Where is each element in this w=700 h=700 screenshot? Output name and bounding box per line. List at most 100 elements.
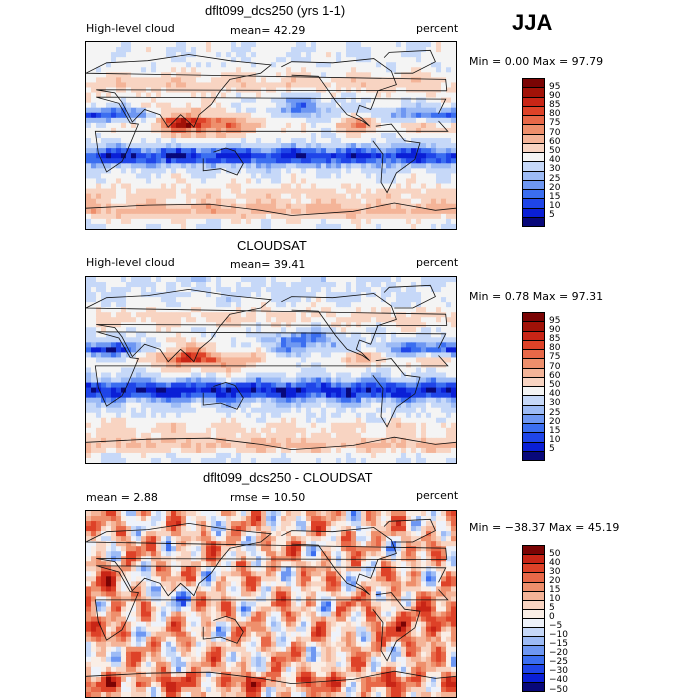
map-cell <box>406 357 412 364</box>
map-cell <box>216 292 222 298</box>
map-cell <box>146 97 152 104</box>
map-cell <box>411 307 417 313</box>
map-cell <box>441 203 447 210</box>
map-cell <box>336 327 342 333</box>
map-cell <box>221 132 227 139</box>
map-cell <box>176 57 182 63</box>
map-cell <box>141 92 147 99</box>
map-cell <box>106 302 112 308</box>
map-cell <box>361 347 367 354</box>
map-cell <box>186 112 192 119</box>
map-cell <box>441 397 447 404</box>
map-cell <box>351 302 357 308</box>
map-cell <box>376 158 382 164</box>
map-cell <box>246 158 252 164</box>
map-cell <box>351 352 357 359</box>
map-cell <box>411 107 417 114</box>
map-cell <box>191 173 197 180</box>
map-cell <box>221 143 227 149</box>
map-cell <box>356 178 362 185</box>
map-cell <box>366 82 372 89</box>
map-cell <box>301 282 307 288</box>
map-cell <box>86 52 92 58</box>
map-cell <box>121 52 127 58</box>
map-cell <box>286 362 292 369</box>
map-cell <box>451 62 456 68</box>
map-cell <box>366 92 372 99</box>
map-cell <box>141 143 147 149</box>
map-cell <box>236 362 242 369</box>
map-cell <box>211 188 217 195</box>
map-cell <box>401 417 407 424</box>
map-cell <box>401 168 407 174</box>
map-cell <box>236 117 242 124</box>
map-cell <box>186 312 192 318</box>
map-cell <box>446 82 452 89</box>
map-cell <box>226 193 232 200</box>
map-cell <box>86 97 92 104</box>
map-cell <box>276 203 282 210</box>
map-cell <box>261 97 267 104</box>
map-cell <box>301 297 307 303</box>
map-cell <box>281 188 287 195</box>
map-cell <box>366 208 372 215</box>
map-cell <box>396 317 402 323</box>
map-cell <box>251 158 257 164</box>
map-cell <box>406 382 412 389</box>
map-cell <box>381 122 387 129</box>
map-cell <box>266 102 272 109</box>
map-cell <box>251 312 257 318</box>
map-cell <box>246 47 252 53</box>
map-cell <box>411 173 417 180</box>
map-cell <box>126 407 132 414</box>
panel-2-mean-label: mean= 39.41 <box>230 258 306 271</box>
map-cell <box>241 367 247 374</box>
map-cell <box>86 322 92 328</box>
map-cell <box>281 72 287 78</box>
map-cell <box>181 282 187 288</box>
map-cell <box>106 158 112 164</box>
map-cell <box>306 312 312 318</box>
map-cell <box>251 218 257 225</box>
map-cell <box>221 52 227 58</box>
map-cell <box>371 392 377 399</box>
map-cell <box>146 297 152 303</box>
map-cell <box>226 352 232 359</box>
map-cell <box>221 412 227 419</box>
map-cell <box>436 287 442 293</box>
map-cell <box>186 287 192 293</box>
map-cell <box>216 362 222 369</box>
map-cell <box>156 188 162 195</box>
map-cell <box>366 307 372 313</box>
map-cell <box>91 52 97 58</box>
map-cell <box>196 287 202 293</box>
map-cell <box>331 312 337 318</box>
map-cell <box>86 153 92 159</box>
map-cell <box>441 322 447 328</box>
map-cell <box>256 223 262 229</box>
map-cell <box>121 387 127 394</box>
map-cell <box>91 317 97 323</box>
map-cell <box>286 158 292 164</box>
map-cell <box>131 307 137 313</box>
map-cell <box>246 387 252 394</box>
map-cell <box>116 148 122 154</box>
map-cell <box>261 377 267 384</box>
map-cell <box>261 132 267 139</box>
map-cell <box>96 307 102 313</box>
map-cell <box>391 277 397 283</box>
map-cell <box>201 317 207 323</box>
map-cell <box>336 183 342 190</box>
map-cell <box>366 387 372 394</box>
map-cell <box>111 188 117 195</box>
map-cell <box>381 67 387 73</box>
map-cell <box>401 317 407 323</box>
map-cell <box>246 337 252 343</box>
map-cell <box>191 208 197 215</box>
map-cell <box>196 407 202 414</box>
map-cell <box>431 357 437 364</box>
map-cell <box>101 87 107 94</box>
map-cell <box>401 183 407 190</box>
map-cell <box>311 173 317 180</box>
map-cell <box>271 77 277 84</box>
